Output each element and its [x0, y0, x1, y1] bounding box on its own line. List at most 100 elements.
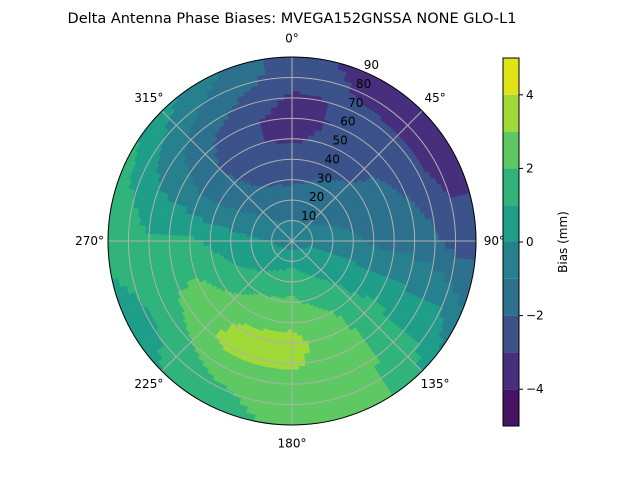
contour-cell — [377, 240, 382, 246]
contour-cell — [291, 130, 299, 135]
contour-cell — [426, 240, 431, 249]
contour-cell — [291, 121, 299, 125]
contour-cell — [291, 105, 300, 110]
contour-cell — [291, 317, 297, 322]
contour-cell — [291, 323, 297, 328]
contour-cell — [284, 378, 293, 383]
contour-cell — [285, 347, 293, 352]
contour-cell — [291, 167, 297, 171]
contour-cell — [426, 233, 431, 242]
contour-cell — [401, 240, 406, 248]
contour-cell — [286, 335, 293, 340]
contour-cell — [291, 87, 301, 92]
contour-cell — [291, 81, 301, 86]
contour-cell — [447, 240, 452, 250]
contour-cell — [395, 240, 400, 247]
contour-cell — [291, 151, 297, 156]
contour-cell — [284, 369, 293, 374]
contour-cell — [288, 305, 293, 309]
contour-cell — [441, 240, 446, 250]
contour-cell — [283, 396, 293, 401]
contour-cell — [380, 240, 385, 247]
contour-cell — [291, 369, 300, 374]
contour-cell — [368, 240, 373, 246]
contour-cell — [356, 237, 360, 242]
contour-cell — [283, 384, 293, 389]
contour-cell — [285, 350, 293, 355]
contour-cell — [429, 233, 434, 242]
contour-cell — [287, 314, 293, 318]
contour-cell — [291, 393, 301, 398]
contour-cell — [401, 234, 406, 242]
contour-cell — [408, 234, 412, 242]
contour-cell — [291, 338, 298, 343]
contour-cell — [389, 240, 394, 247]
contour-cell — [291, 108, 300, 113]
contour-cell — [291, 357, 299, 361]
contour-cell — [291, 154, 297, 159]
contour-cell — [285, 357, 293, 361]
contour-cell — [420, 240, 425, 249]
contour-cell — [291, 390, 301, 395]
contour-cell — [405, 240, 409, 248]
contour-cell — [291, 93, 301, 98]
contour-cell — [291, 378, 300, 383]
contour-cell — [444, 232, 449, 242]
contour-cell — [408, 240, 412, 248]
contour-cell — [389, 235, 394, 242]
contour-cell — [291, 396, 301, 401]
contour-cell — [291, 160, 297, 165]
contour-cell — [284, 366, 293, 371]
contour-cell — [286, 344, 293, 349]
contour-cell — [435, 232, 440, 242]
contour-cell — [291, 90, 301, 95]
contour-cell — [291, 305, 296, 309]
contour-cell — [386, 240, 391, 247]
contour-cell — [291, 354, 299, 358]
contour-cell — [291, 350, 299, 355]
contour-cell — [291, 142, 298, 147]
contour-cell — [291, 366, 300, 371]
contour-cell — [283, 387, 293, 392]
contour-cell — [291, 84, 301, 89]
contour-cell — [291, 311, 297, 315]
contour-cell — [291, 344, 298, 349]
contour-cell — [383, 240, 388, 247]
contour-cell — [284, 372, 293, 377]
contour-cell — [356, 240, 360, 245]
contour-cell — [291, 102, 300, 107]
contour-cell — [420, 233, 425, 242]
contour-cell — [386, 235, 391, 242]
contour-cell — [441, 232, 446, 242]
contour-cell — [286, 332, 293, 337]
contour-cell — [365, 240, 369, 246]
contour-cell — [287, 317, 293, 322]
contour-cell — [291, 124, 299, 128]
contour-cell — [291, 335, 298, 340]
contour-cell — [283, 399, 293, 404]
contour-cell — [291, 173, 296, 177]
contour-cell — [435, 240, 440, 250]
contour-cell — [291, 164, 297, 168]
contour-cell — [291, 375, 300, 380]
contour-cell — [450, 240, 455, 250]
contour-cell — [423, 240, 428, 249]
contour-cell — [398, 240, 403, 248]
contour-cell — [283, 390, 293, 395]
contour-cell — [284, 375, 293, 380]
contour-cell — [286, 329, 293, 334]
contour-cell — [359, 240, 363, 246]
contour-cell — [291, 314, 297, 318]
contour-cell — [291, 139, 298, 144]
contour-cell — [291, 148, 298, 153]
contour-cell — [291, 111, 300, 116]
contour-cell — [429, 240, 434, 249]
contour-cell — [395, 235, 400, 242]
contour-cell — [417, 240, 422, 249]
contour-cell — [291, 78, 301, 83]
contour-cell — [287, 308, 293, 312]
contour-cell — [291, 384, 301, 389]
contour-cell — [291, 127, 299, 132]
contour-cell — [285, 354, 293, 358]
contour-cell — [368, 236, 373, 242]
